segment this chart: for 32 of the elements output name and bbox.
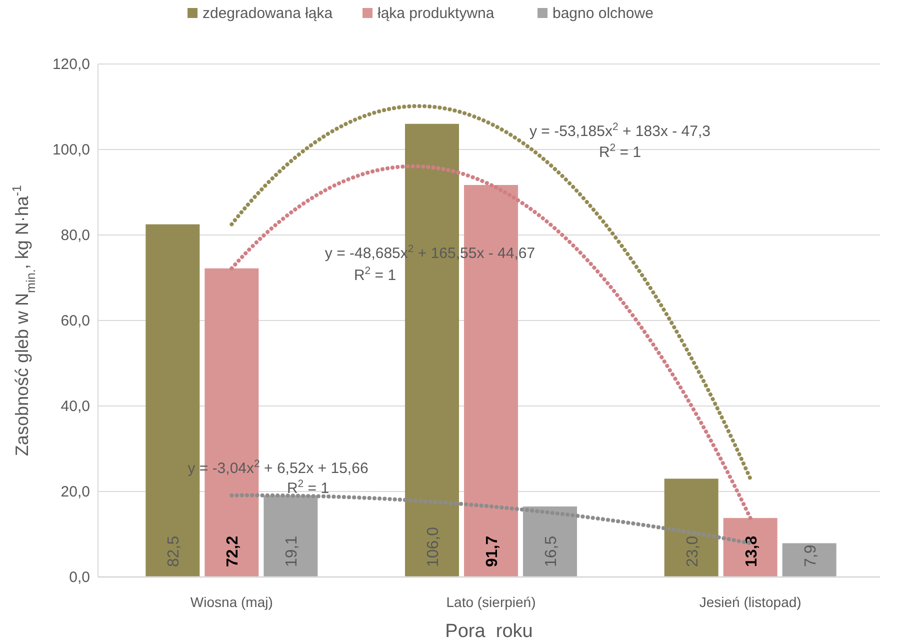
data-label: 82,5: [166, 536, 183, 567]
annotation: R$^{2}$ = 1: [598, 142, 642, 161]
annotation: R$^{2}$ = 1: [286, 478, 330, 497]
x-tick-label: Jesień (listopad): [699, 594, 802, 610]
legend-label: bagno olchowe: [552, 5, 654, 22]
data-label: 72,2: [224, 536, 242, 567]
y-tick-label: 20,0: [60, 484, 90, 500]
y-tick-label: 120,0: [52, 56, 90, 73]
x-axis-title: Pora roku: [445, 621, 533, 642]
bar: [146, 224, 200, 577]
data-label: 106,0: [425, 526, 442, 567]
legend-label: łąka produktywna: [378, 5, 495, 22]
y-tick-label: 40,0: [60, 398, 90, 415]
data-label: 23,0: [684, 536, 702, 567]
bar: [782, 543, 836, 577]
x-tick-label: Lato (sierpień): [446, 594, 536, 610]
data-label: 16,5: [543, 536, 560, 567]
y-tick-label: 60,0: [60, 312, 90, 330]
bar: [664, 478, 718, 577]
data-label: 7,9: [802, 544, 820, 567]
x-tick-label: Wiosna (maj): [190, 594, 273, 610]
y-tick-label: 0,0: [69, 569, 90, 586]
data-label: 19,1: [284, 536, 301, 567]
legend-label: zdegradowana łąka: [202, 5, 334, 22]
bar: [264, 495, 318, 577]
bar: [523, 506, 577, 577]
y-tick-label: 100,0: [52, 142, 90, 158]
y-tick-label: 80,0: [60, 227, 90, 244]
annotation: y = -53,185x$^{2}$ + 183x - 47,3: [530, 121, 710, 140]
data-label: 91,7: [484, 536, 501, 567]
annotation: R$^{2}$ = 1: [354, 265, 396, 284]
bar: [723, 518, 778, 577]
